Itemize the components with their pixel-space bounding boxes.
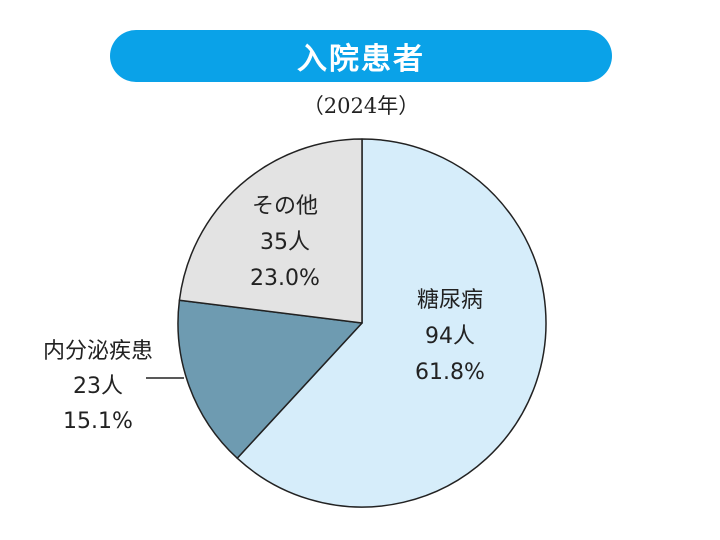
- chart-title: 入院患者: [297, 42, 425, 77]
- chart-title-banner: 入院患者: [110, 30, 612, 82]
- slice-percent-endocrine: 15.1%: [63, 409, 133, 434]
- slice-count-other: 35人: [260, 230, 310, 255]
- slice-label-other: その他: [252, 194, 318, 219]
- pie-slice-diabetes: [236, 138, 547, 508]
- slice-count-endocrine: 23人: [73, 374, 123, 399]
- pie-slices: [177, 138, 547, 508]
- slice-percent-other: 23.0%: [250, 266, 320, 291]
- pie-slice-other: [178, 138, 363, 324]
- slice-count-diabetes: 94人: [425, 324, 475, 349]
- slice-label-diabetes: 糖尿病: [417, 288, 483, 313]
- pie-slice-endocrine: [177, 299, 363, 459]
- slice-label-endocrine: 内分泌疾患: [43, 339, 153, 364]
- slice-percent-diabetes: 61.8%: [415, 360, 485, 385]
- chart-subtitle: （2024年）: [302, 94, 420, 118]
